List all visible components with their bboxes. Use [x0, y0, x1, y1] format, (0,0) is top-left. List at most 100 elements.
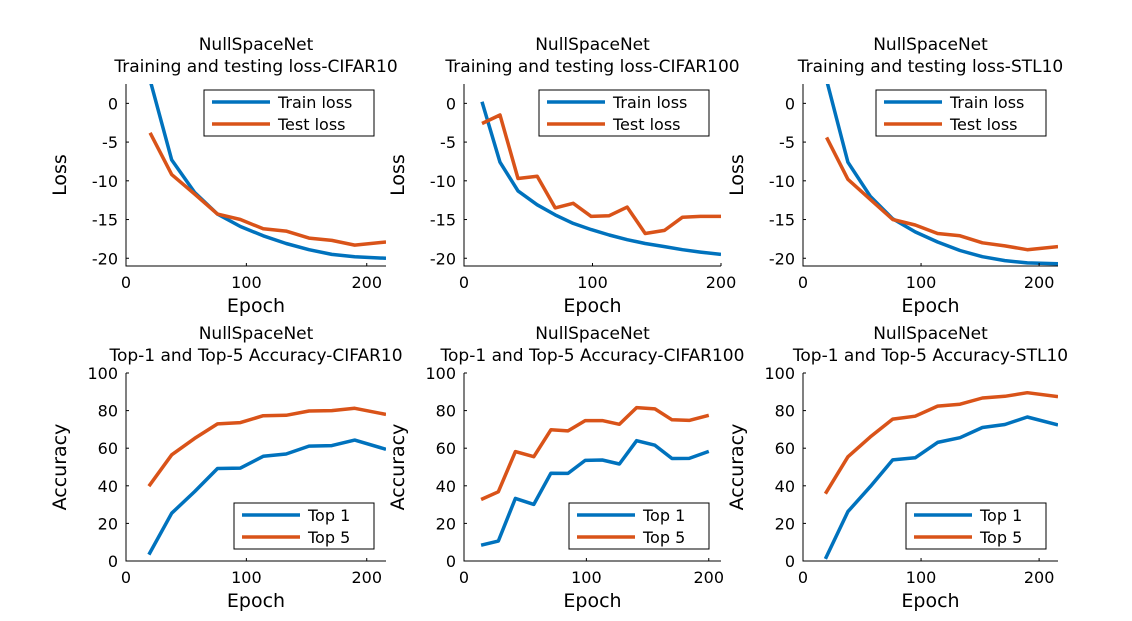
- y-tick-label: 100: [425, 364, 456, 383]
- chart-title-line-1: NullSpaceNet: [535, 324, 650, 344]
- legend-label: Top 1: [642, 506, 685, 525]
- y-tick-label: 100: [87, 364, 118, 383]
- series-line-test-loss: [825, 136, 1058, 252]
- x-tick-label: 100: [906, 273, 937, 292]
- chart-title-line-2: Training and testing loss-CIFAR100: [444, 57, 739, 77]
- y-tick-label: 0: [446, 94, 456, 113]
- chart-panel-1: 0 100 200 -20 -15 -10 -5 0 NullSpaceNetTraining …: [49, 35, 398, 317]
- chart-panel-2: 0 100 200 -20 -15 -10 -5 0 NullSpaceNetTraining …: [387, 35, 740, 317]
- legend: Train loss Test loss: [538, 89, 710, 137]
- y-tick-label: -20: [430, 249, 456, 268]
- legend: Top 1 Top 5: [233, 502, 375, 550]
- series-line-test-loss: [481, 113, 721, 236]
- legend-label: Top 1: [307, 506, 350, 525]
- legend-label: Top 5: [307, 528, 350, 547]
- x-tick-label: 100: [231, 273, 262, 292]
- x-tick-label: 0: [459, 568, 469, 587]
- chart-title-line-2: Training and testing loss-CIFAR10: [113, 57, 397, 77]
- x-tick-label: 200: [351, 568, 382, 587]
- y-tick-label: 0: [785, 94, 795, 113]
- y-axis-label: Accuracy: [387, 424, 409, 511]
- series-line-top-5: [823, 390, 1058, 495]
- x-tick-label: 200: [1024, 273, 1055, 292]
- x-axis-label: Epoch: [901, 590, 959, 612]
- x-tick-label: 0: [798, 273, 808, 292]
- x-tick-label: 0: [121, 273, 131, 292]
- legend-label: Train loss: [612, 93, 687, 112]
- y-tick-label: 0: [108, 552, 118, 571]
- y-tick-label: -5: [779, 133, 795, 152]
- x-axis-label: Epoch: [227, 295, 285, 317]
- x-tick-label: 0: [798, 568, 808, 587]
- series-line-train-loss: [825, 84, 1058, 266]
- chart-title-line-2: Top-1 and Top-5 Accuracy-CIFAR10: [108, 346, 402, 366]
- y-tick-label: -20: [92, 249, 118, 268]
- legend-label: Test loss: [612, 115, 681, 134]
- chart-title-line-2: Training and testing loss-STL10: [797, 57, 1063, 77]
- y-tick-label: 40: [98, 477, 118, 496]
- x-tick-label: 200: [693, 568, 724, 587]
- x-tick-label: 100: [577, 273, 608, 292]
- y-tick-label: -10: [430, 172, 456, 191]
- series-line-top-1: [480, 438, 710, 547]
- y-axis-label: Accuracy: [49, 424, 71, 511]
- x-axis-label: Epoch: [563, 295, 621, 317]
- chart-title-line-2: Top-1 and Top-5 Accuracy-CIFAR100: [440, 346, 745, 366]
- x-tick-label: 100: [906, 568, 937, 587]
- x-tick-label: 200: [351, 273, 382, 292]
- y-tick-label: 20: [436, 514, 456, 533]
- x-tick-label: 0: [459, 273, 469, 292]
- y-tick-label: 40: [775, 477, 795, 496]
- x-tick-label: 100: [231, 568, 262, 587]
- y-tick-label: 60: [98, 439, 118, 458]
- x-axis-label: Epoch: [563, 590, 621, 612]
- chart-panel-3: 0 100 200 -20 -15 -10 -5 0 NullSpaceNetTraining …: [726, 35, 1063, 317]
- y-tick-label: -10: [769, 172, 795, 191]
- y-tick-label: 60: [436, 439, 456, 458]
- y-tick-label: 40: [436, 477, 456, 496]
- legend: Train loss Test loss: [203, 89, 375, 137]
- x-tick-label: 200: [706, 273, 737, 292]
- y-tick-label: 0: [785, 552, 795, 571]
- chart-title-line-1: NullSpaceNet: [199, 324, 314, 344]
- legend-label: Top 1: [979, 506, 1022, 525]
- x-tick-label: 200: [1024, 568, 1055, 587]
- y-tick-label: -5: [440, 133, 456, 152]
- legend: Train loss Test loss: [875, 89, 1047, 137]
- x-axis-label: Epoch: [901, 295, 959, 317]
- y-tick-label: 0: [108, 94, 118, 113]
- series-line-top-1: [823, 415, 1058, 560]
- legend: Top 1 Top 5: [905, 502, 1047, 550]
- y-tick-label: -20: [769, 249, 795, 268]
- legend-label: Test loss: [277, 115, 346, 134]
- y-tick-label: 80: [775, 402, 795, 421]
- y-axis-label: Accuracy: [726, 424, 748, 511]
- y-tick-label: -5: [102, 133, 118, 152]
- y-axis-label: Loss: [726, 154, 748, 196]
- y-axis-label: Loss: [49, 154, 71, 196]
- y-tick-label: 20: [775, 514, 795, 533]
- y-tick-label: 80: [436, 402, 456, 421]
- chart-title-line-1: NullSpaceNet: [199, 35, 314, 55]
- legend-label: Top 5: [979, 528, 1022, 547]
- series-line-top-5: [147, 406, 386, 488]
- chart-title-line-1: NullSpaceNet: [535, 35, 650, 55]
- series-line-test-loss: [148, 131, 386, 247]
- x-tick-label: 0: [121, 568, 131, 587]
- y-tick-label: -15: [430, 211, 456, 230]
- series-line-train-loss: [149, 84, 386, 261]
- y-tick-label: -10: [92, 172, 118, 191]
- y-tick-label: 60: [775, 439, 795, 458]
- chart-title-line-2: Top-1 and Top-5 Accuracy-STL10: [792, 346, 1068, 366]
- y-tick-label: 80: [98, 402, 118, 421]
- legend-label: Top 5: [642, 528, 685, 547]
- x-tick-label: 100: [571, 568, 602, 587]
- legend-label: Train loss: [277, 93, 352, 112]
- chart-title-line-1: NullSpaceNet: [873, 35, 988, 55]
- chart-title-line-1: NullSpaceNet: [873, 324, 988, 344]
- y-tick-label: -15: [92, 211, 118, 230]
